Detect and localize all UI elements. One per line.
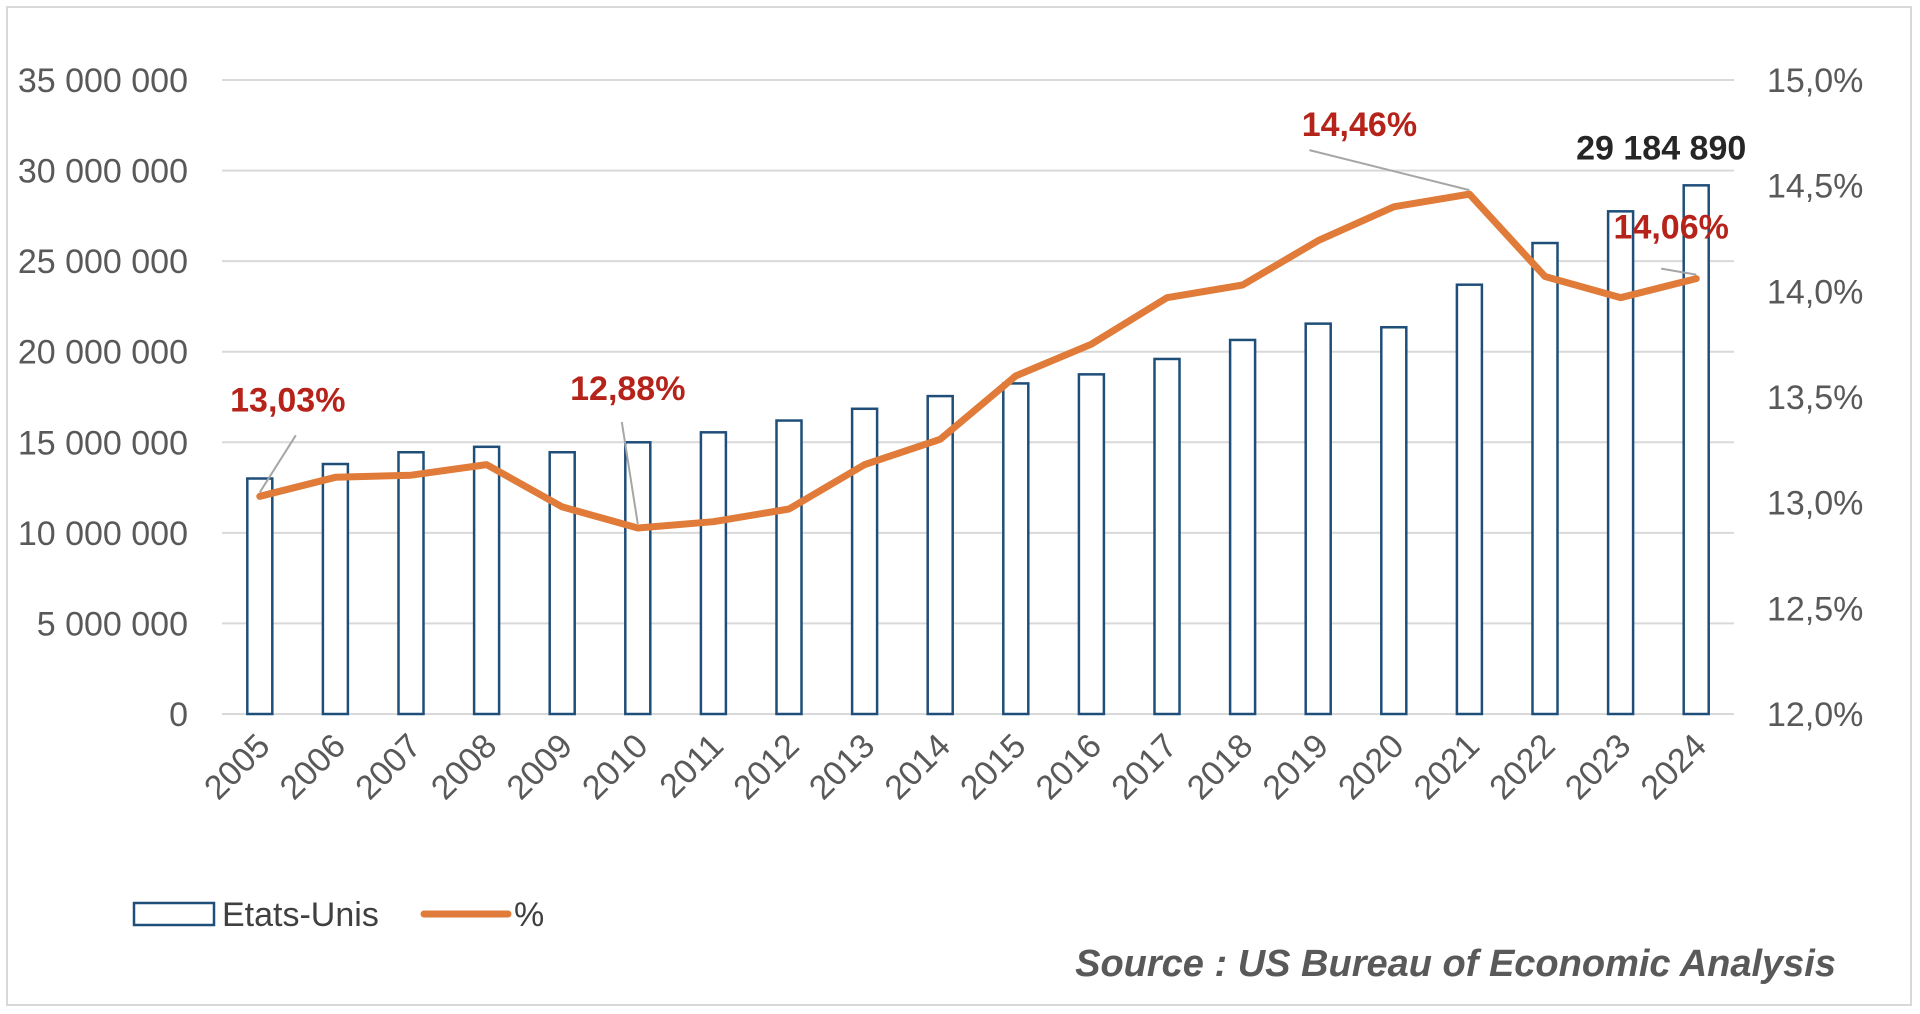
bar [926, 394, 954, 716]
x-tick-label: 2008 [424, 727, 504, 807]
right-axis-ticks: 15,0% 14,5% 14,0% 13,5% 13,0% 12,5% 12,0% [1767, 62, 1863, 734]
legend-swatch-bar [132, 901, 216, 927]
source-note: Source : US Bureau of Economic Analysis [1075, 943, 1836, 985]
bar [1077, 373, 1106, 716]
bar [246, 477, 274, 716]
leader-line [258, 434, 297, 493]
x-tick-label: 2007 [348, 727, 428, 807]
bar [1304, 322, 1332, 716]
x-tick-label: 2023 [1558, 727, 1638, 807]
x-tick-label: 2010 [575, 727, 655, 807]
x-tick-label: 2014 [878, 727, 958, 807]
leader-line [620, 421, 639, 525]
bar [321, 462, 350, 716]
y-right-tick-label: 15,0% [1767, 62, 1863, 100]
line-point [257, 493, 263, 499]
line-point [1240, 282, 1246, 288]
x-tick-label: 2012 [726, 727, 806, 807]
y-left-tick-label: 30 000 000 [18, 153, 188, 191]
bar [1002, 382, 1030, 716]
y-right-tick-label: 13,0% [1767, 485, 1863, 523]
x-tick-label: 2015 [953, 727, 1033, 807]
x-tick-label: 2019 [1256, 727, 1336, 807]
leader-line [1661, 267, 1697, 276]
bar [1682, 184, 1710, 716]
pct-data-label: 12,88% [570, 370, 685, 408]
bar [624, 441, 652, 716]
line-point [1618, 295, 1624, 301]
y-right-tick-label: 13,5% [1767, 379, 1863, 417]
gridlines [222, 79, 1734, 715]
legend-label-line: % [514, 896, 544, 934]
leader-line [1309, 149, 1470, 192]
y-left-tick-label: 20 000 000 [18, 334, 188, 372]
bar [397, 450, 425, 716]
y-left-tick-label: 0 [169, 696, 188, 734]
y-left-tick-label: 15 000 000 [18, 424, 188, 462]
line-point [408, 472, 414, 478]
line-point [332, 474, 338, 480]
line-point [559, 504, 565, 510]
bar [548, 450, 576, 716]
data-labels: 13,03% 12,88% 14,46% 14,06% 29 184 890 [230, 106, 1746, 525]
x-tick-label: 2005 [197, 727, 277, 807]
line-point [710, 519, 716, 525]
left-axis-ticks: 35 000 000 30 000 000 25 000 000 20 000 000… [18, 62, 188, 734]
bar [1531, 241, 1559, 716]
pct-data-label: 14,46% [1302, 106, 1417, 144]
x-tick-label: 2011 [652, 727, 731, 806]
x-tick-label: 2020 [1331, 727, 1411, 807]
y-left-tick-label: 10 000 000 [18, 515, 188, 553]
bar [850, 407, 879, 716]
line-point [786, 506, 792, 512]
x-tick-label: 2016 [1029, 727, 1109, 807]
line-point [1164, 295, 1170, 301]
line-series-percent [256, 190, 1700, 532]
x-tick-label: 2021 [1407, 727, 1487, 807]
x-tick-label: 2018 [1180, 727, 1260, 807]
pct-data-label: 13,03% [230, 381, 345, 419]
legend: Etats-Unis % [132, 896, 544, 934]
x-tick-label: 2013 [802, 727, 882, 807]
value-data-label: 29 184 890 [1576, 129, 1746, 167]
bar-series-etats-unis [246, 184, 1710, 716]
line-point [1391, 204, 1397, 210]
y-right-tick-label: 14,0% [1767, 273, 1863, 311]
line-point [1088, 341, 1094, 347]
line-point [1315, 238, 1321, 244]
bar [699, 431, 728, 716]
line-point [1013, 373, 1019, 379]
line-point [1466, 191, 1472, 197]
y-right-tick-label: 12,5% [1767, 590, 1863, 628]
y-left-tick-label: 35 000 000 [18, 62, 188, 100]
x-tick-label: 2017 [1104, 727, 1184, 807]
line-point [1693, 276, 1699, 282]
y-left-tick-label: 25 000 000 [18, 243, 188, 281]
bar [1153, 357, 1181, 716]
y-left-tick-label: 5 000 000 [37, 605, 188, 643]
y-right-tick-label: 12,0% [1767, 696, 1863, 734]
bar [1455, 283, 1484, 716]
x-tick-label: 2024 [1634, 727, 1714, 807]
line-point [1542, 274, 1548, 280]
series-line [256, 190, 1700, 532]
x-tick-label: 2009 [500, 727, 580, 807]
bar [1380, 326, 1408, 716]
line-point [484, 462, 490, 468]
line-point [635, 525, 641, 531]
bar [1228, 338, 1257, 716]
bar [472, 445, 501, 716]
bar [775, 419, 803, 716]
legend-label-bar: Etats-Unis [222, 896, 379, 934]
pct-data-label: 14,06% [1614, 209, 1729, 247]
x-axis-ticks: 2005200620072008200920102011201220132014… [197, 727, 1714, 807]
line-point [862, 462, 868, 468]
x-tick-label: 2006 [273, 727, 353, 807]
x-tick-label: 2022 [1482, 727, 1562, 807]
bar [1606, 210, 1635, 716]
line-point [937, 436, 943, 442]
y-right-tick-label: 14,5% [1767, 168, 1863, 206]
